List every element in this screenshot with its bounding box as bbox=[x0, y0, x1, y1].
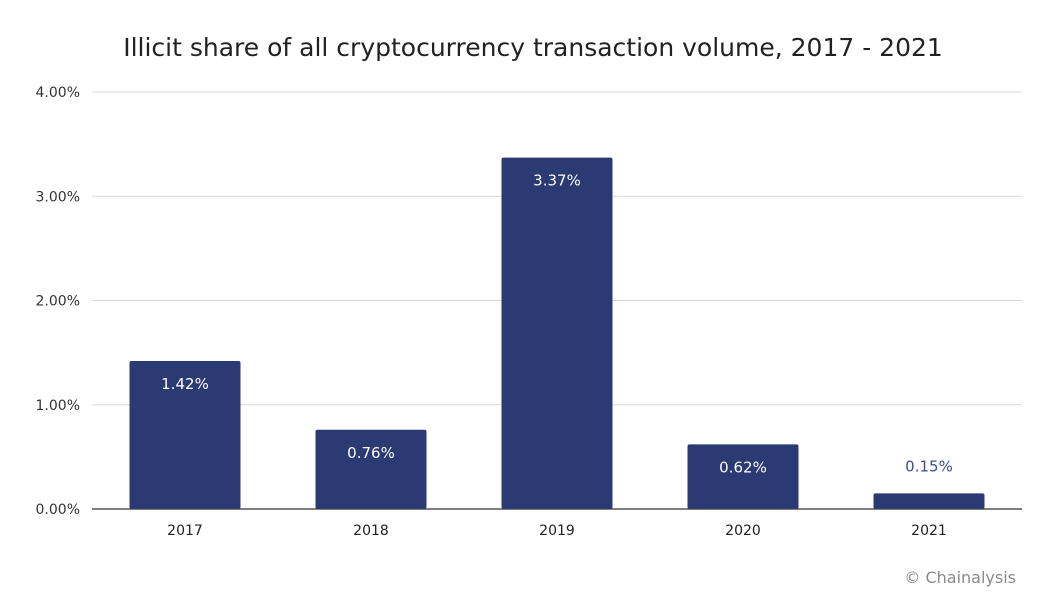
x-axis-ticks: 2017 2018 2019 2020 2021 bbox=[167, 523, 947, 539]
x-tick-label: 2021 bbox=[911, 523, 947, 539]
bars: 1.42% 0.76% 3.37% 0.62% 0.15% bbox=[129, 157, 985, 510]
data-label: 0.76% bbox=[347, 444, 395, 462]
data-label: 0.62% bbox=[719, 458, 767, 476]
x-tick-label: 2018 bbox=[353, 523, 389, 539]
data-label: 0.15% bbox=[905, 457, 953, 475]
bar-2018 bbox=[315, 429, 427, 509]
y-tick-label: 2.00% bbox=[36, 294, 80, 310]
x-tick-label: 2019 bbox=[539, 523, 575, 539]
y-tick-label: 3.00% bbox=[36, 189, 80, 205]
data-label: 1.42% bbox=[161, 375, 209, 393]
x-tick-label: 2017 bbox=[167, 523, 203, 539]
y-tick-label: 1.00% bbox=[36, 398, 80, 414]
bar-2017 bbox=[129, 360, 241, 509]
data-label: 3.37% bbox=[533, 172, 581, 190]
chart-title: Illicit share of all cryptocurrency tran… bbox=[123, 33, 943, 62]
y-tick-label: 0.00% bbox=[36, 502, 80, 518]
x-tick-label: 2020 bbox=[725, 523, 761, 539]
credit-text: © Chainalysis bbox=[904, 568, 1016, 587]
bar-2021 bbox=[873, 493, 985, 509]
bar-2019 bbox=[501, 157, 613, 510]
y-tick-label: 4.00% bbox=[36, 85, 80, 101]
bar-2020 bbox=[687, 444, 799, 509]
y-axis-ticks: 0.00% 1.00% 2.00% 3.00% 4.00% bbox=[36, 85, 80, 518]
